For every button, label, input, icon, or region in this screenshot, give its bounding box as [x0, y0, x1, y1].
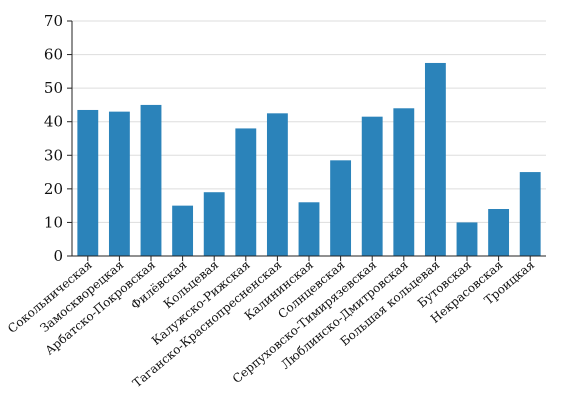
bar-1 [108, 111, 130, 257]
y-tick-label: 60 [44, 46, 63, 64]
bar-14 [519, 172, 541, 256]
bar-10 [393, 108, 415, 257]
bars [77, 62, 541, 257]
y-tick-label: 50 [44, 79, 63, 97]
bar-0 [77, 109, 99, 256]
y-tick-label: 10 [44, 213, 63, 231]
bar-2 [140, 104, 162, 256]
axes [67, 20, 546, 261]
bar-6 [266, 113, 288, 256]
x-category-labels: СокольническаяЗамоскворецкаяАрбатско-Пок… [5, 258, 537, 391]
bar-12 [456, 222, 478, 256]
bar-9 [361, 116, 383, 256]
bar-8 [330, 160, 352, 256]
bar-4 [203, 192, 225, 256]
y-tick-labels: 0 10 20 30 40 50 60 70 [44, 12, 63, 265]
bar-5 [235, 128, 257, 256]
bar-13 [488, 209, 510, 256]
y-tick-label: 20 [44, 180, 63, 198]
bar-3 [172, 205, 194, 256]
y-tick-label: 40 [44, 113, 63, 131]
y-tick-label: 30 [44, 146, 63, 164]
y-tick-label: 70 [44, 12, 63, 30]
bar-7 [298, 202, 320, 256]
y-tick-label: 0 [53, 247, 63, 265]
bar-11 [424, 62, 446, 256]
